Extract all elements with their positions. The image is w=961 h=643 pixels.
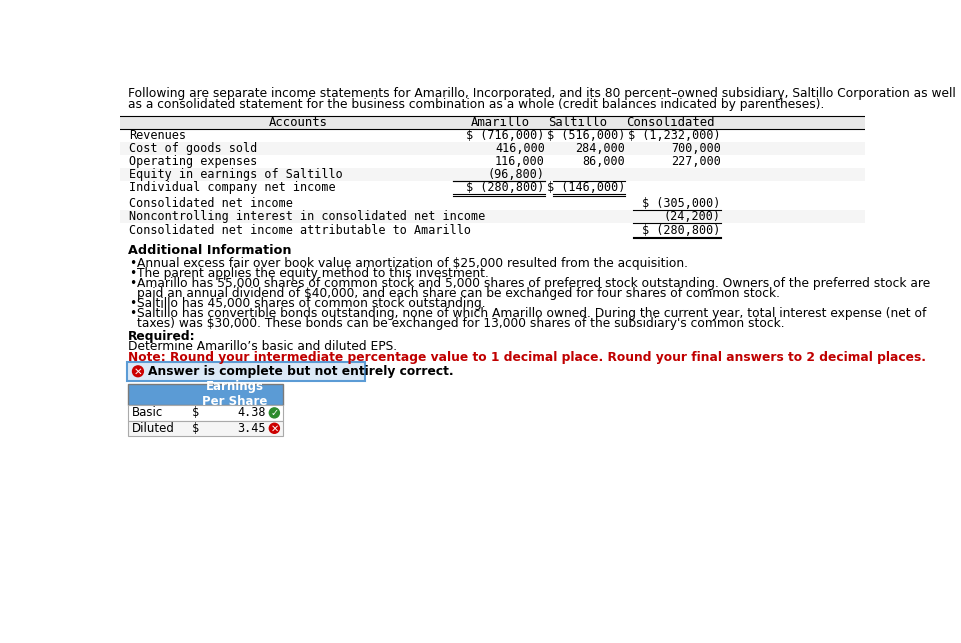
Text: $ (716,000): $ (716,000) [466, 129, 545, 142]
Text: as a consolidated statement for the business combination as a whole (credit bala: as a consolidated statement for the busi… [128, 98, 825, 111]
FancyBboxPatch shape [120, 168, 865, 181]
FancyBboxPatch shape [127, 362, 365, 381]
Text: taxes) was $30,000. These bonds can be exchanged for 13,000 shares of the subsid: taxes) was $30,000. These bonds can be e… [137, 316, 785, 330]
Text: 86,000: 86,000 [582, 155, 626, 168]
Text: ✕: ✕ [134, 367, 142, 376]
FancyBboxPatch shape [120, 129, 865, 142]
Text: $ (280,800): $ (280,800) [642, 224, 721, 237]
Text: Additional Information: Additional Information [128, 244, 291, 257]
Text: Consolidated: Consolidated [627, 116, 715, 129]
Text: 227,000: 227,000 [671, 155, 721, 168]
Text: ✓: ✓ [270, 408, 279, 418]
Text: (96,800): (96,800) [488, 168, 545, 181]
FancyBboxPatch shape [120, 155, 865, 168]
FancyBboxPatch shape [120, 210, 865, 224]
Text: Saltillo: Saltillo [548, 116, 607, 129]
Text: Individual company net income: Individual company net income [130, 181, 336, 194]
Text: Determine Amarillo’s basic and diluted EPS.: Determine Amarillo’s basic and diluted E… [128, 341, 397, 354]
Text: 3.45: 3.45 [237, 422, 266, 435]
Text: •: • [130, 307, 136, 320]
Text: Consolidated net income attributable to Amarillo: Consolidated net income attributable to … [130, 224, 472, 237]
FancyBboxPatch shape [120, 181, 865, 194]
Text: Earnings
Per Share: Earnings Per Share [202, 381, 267, 408]
Text: 700,000: 700,000 [671, 142, 721, 155]
Text: •: • [130, 267, 136, 280]
Text: $ (146,000): $ (146,000) [547, 181, 626, 194]
Text: $: $ [192, 406, 199, 419]
Text: paid an annual dividend of $40,000, and each share can be exchanged for four sha: paid an annual dividend of $40,000, and … [137, 287, 780, 300]
Text: Diluted: Diluted [132, 422, 175, 435]
Text: $ (516,000): $ (516,000) [547, 129, 626, 142]
Text: Answer is complete but not entirely correct.: Answer is complete but not entirely corr… [148, 365, 454, 378]
Text: Required:: Required: [128, 331, 195, 343]
Text: Noncontrolling interest in consolidated net income: Noncontrolling interest in consolidated … [130, 210, 485, 223]
FancyBboxPatch shape [120, 142, 865, 155]
Text: •: • [130, 296, 136, 310]
Circle shape [133, 366, 143, 377]
Text: Operating expenses: Operating expenses [130, 155, 258, 168]
Text: Cost of goods sold: Cost of goods sold [130, 142, 258, 155]
FancyBboxPatch shape [120, 224, 865, 237]
FancyBboxPatch shape [128, 421, 283, 436]
Text: •: • [130, 276, 136, 289]
Text: 416,000: 416,000 [495, 142, 545, 155]
Text: $: $ [192, 422, 199, 435]
Text: (24,200): (24,200) [664, 210, 721, 223]
Text: Consolidated net income: Consolidated net income [130, 197, 293, 210]
Text: Accounts: Accounts [269, 116, 328, 129]
FancyBboxPatch shape [128, 384, 283, 405]
Text: Amarillo has 55,000 shares of common stock and 5,000 shares of preferred stock o: Amarillo has 55,000 shares of common sto… [137, 276, 930, 289]
Circle shape [269, 408, 280, 418]
Text: $ (1,232,000): $ (1,232,000) [628, 129, 721, 142]
Text: $ (280,800): $ (280,800) [466, 181, 545, 194]
Text: Annual excess fair over book value amortization of $25,000 resulted from the acq: Annual excess fair over book value amort… [137, 257, 688, 269]
Text: Note: Round your intermediate percentage value to 1 decimal place. Round your fi: Note: Round your intermediate percentage… [128, 350, 925, 363]
Text: The parent applies the equity method to this investment.: The parent applies the equity method to … [137, 267, 489, 280]
Text: Saltillo has convertible bonds outstanding, none of which Amarillo owned. During: Saltillo has convertible bonds outstandi… [137, 307, 926, 320]
Text: 116,000: 116,000 [495, 155, 545, 168]
Text: $ (305,000): $ (305,000) [642, 197, 721, 210]
FancyBboxPatch shape [120, 197, 865, 210]
Text: Basic: Basic [132, 406, 163, 419]
FancyBboxPatch shape [128, 405, 283, 421]
Text: 4.38: 4.38 [237, 406, 266, 419]
Text: 284,000: 284,000 [576, 142, 626, 155]
Text: Revenues: Revenues [130, 129, 186, 142]
Text: ✕: ✕ [270, 423, 279, 433]
Circle shape [269, 423, 280, 433]
Text: Following are separate income statements for Amarillo, Incorporated, and its 80 : Following are separate income statements… [128, 87, 955, 100]
Text: Saltillo has 45,000 shares of common stock outstanding.: Saltillo has 45,000 shares of common sto… [137, 296, 486, 310]
Text: •: • [130, 257, 136, 269]
FancyBboxPatch shape [120, 116, 865, 129]
Text: Equity in earnings of Saltillo: Equity in earnings of Saltillo [130, 168, 343, 181]
Text: Amarillo: Amarillo [470, 116, 530, 129]
